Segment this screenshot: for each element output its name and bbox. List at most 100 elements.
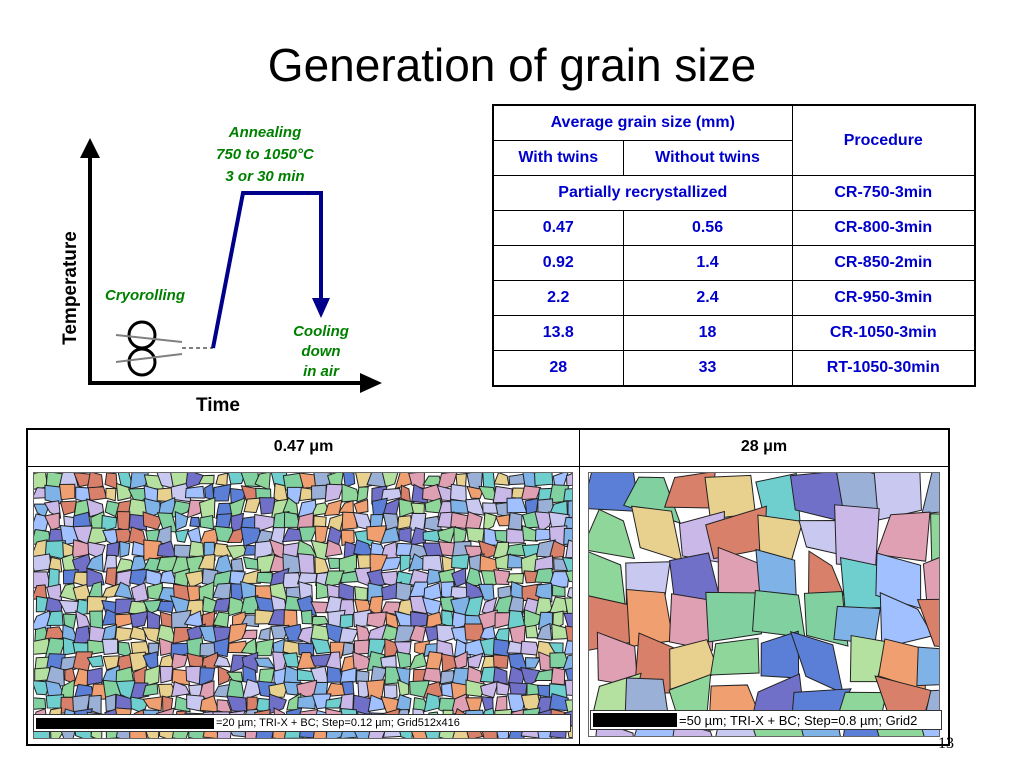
grain-cell (241, 678, 261, 702)
grain-cell (300, 609, 313, 625)
grain-size-table: Average grain size (mm) Procedure With t… (492, 104, 976, 387)
grain-cell (184, 485, 205, 499)
grain-cell (492, 654, 509, 669)
grain-cell (381, 473, 399, 488)
grain-cell (916, 646, 939, 687)
grain-cell (548, 540, 566, 559)
grain-cell (380, 556, 403, 572)
grain-cell (59, 656, 77, 671)
grain-cell (297, 694, 316, 710)
roller-bottom (127, 347, 157, 377)
grain-cell (524, 657, 542, 669)
grain-cell (340, 529, 355, 547)
grain-cell (325, 525, 343, 546)
grain-cell (520, 485, 542, 501)
grain-cell (174, 510, 189, 531)
cryorolling-label: Cryorolling (105, 287, 186, 304)
grain-cell (480, 680, 499, 699)
cell-without-twins: 1.4 (622, 245, 793, 281)
grain-cell (423, 692, 441, 713)
table-row: 2.2 2.4 CR-950-3min (492, 280, 976, 316)
grain-cell (566, 587, 572, 599)
coarse-grain-map (589, 473, 939, 736)
cell-with-twins: 0.92 (492, 245, 624, 281)
grain-cell (86, 473, 104, 491)
grain-cell (258, 667, 276, 683)
grain-cell (240, 569, 262, 585)
grain-cell (409, 526, 427, 546)
grain-cell (549, 596, 569, 614)
grain-cell (258, 627, 271, 641)
grain-cell (298, 526, 318, 542)
temperature-profile (211, 191, 323, 349)
cell-without-twins: 33 (622, 350, 793, 387)
slide-number: 13 (938, 735, 954, 752)
y-axis-label: Temperature (60, 231, 81, 345)
grain-cell (589, 508, 636, 560)
grain-cell (873, 473, 922, 521)
micrograph-panel: 0.47 μm 28 μm =20 µm; TRI-X + BC; Step=0… (26, 428, 950, 746)
grain-cell (104, 567, 118, 587)
grain-cell (213, 597, 232, 612)
grain-cell (921, 473, 939, 515)
grain-cell (354, 585, 368, 602)
grain-cell (189, 516, 201, 528)
slide-title: Generation of grain size (267, 39, 757, 91)
grain-cell (129, 610, 149, 629)
cell-procedure: CR-850-2min (791, 245, 976, 281)
cell-without-twins: 0.56 (622, 210, 793, 246)
grain-cell (119, 540, 131, 558)
left-scalebar-text: =20 µm; TRI-X + BC; Step=0.12 µm; Grid51… (216, 717, 460, 729)
grain-cell (174, 528, 190, 543)
grain-cell (297, 553, 315, 575)
grain-cell (506, 573, 525, 585)
grain-cell (129, 626, 147, 642)
cell-procedure: CR-750-3min (791, 175, 976, 211)
process-diagram-graphic (80, 138, 382, 393)
grain-cell (916, 598, 939, 647)
left-scalebar: =20 µm; TRI-X + BC; Step=0.12 µm; Grid51… (33, 714, 571, 732)
cell-with-twins: 2.2 (492, 280, 624, 316)
roller-top (127, 320, 157, 350)
grain-cell (399, 554, 411, 573)
grain-cell (226, 671, 244, 683)
grain-cell (410, 611, 429, 629)
grain-cell (212, 611, 230, 628)
grain-cell (104, 473, 118, 490)
grain-cell (130, 582, 149, 603)
grain-cell (465, 527, 485, 544)
cell-with-twins: 13.8 (492, 315, 624, 351)
grain-cell (506, 497, 528, 514)
fine-grain-map (34, 473, 572, 738)
cell-with-twins: 0.47 (492, 210, 624, 246)
grain-cell (105, 693, 117, 712)
grain-cell (159, 665, 174, 684)
grain-cell (217, 665, 232, 686)
grain-cell (397, 679, 410, 697)
scalebar-bar (36, 717, 214, 729)
grain-cell (563, 488, 572, 502)
grain-cell (548, 571, 570, 589)
grain-cell (114, 626, 134, 643)
grain-cell (339, 613, 354, 630)
cooling-arrow (312, 298, 330, 318)
table-row: 0.92 1.4 CR-850-2min (492, 245, 976, 281)
grain-cell (101, 623, 118, 643)
grain-cell (352, 694, 372, 715)
table-row: Partially recrystallized CR-750-3min (492, 175, 976, 211)
grain-cell (564, 679, 572, 696)
grain-cell (466, 485, 484, 500)
grain-cell (128, 513, 148, 531)
grain-cell (142, 683, 159, 697)
grain-cell (268, 681, 290, 698)
grain-cell (282, 652, 300, 668)
cell-procedure: CR-950-3min (791, 280, 976, 316)
grain-cell (751, 589, 806, 639)
grain-cell (341, 483, 360, 503)
grain-cell (101, 638, 119, 656)
grain-cell (408, 652, 428, 671)
grain-cell (105, 487, 117, 502)
grain-cell (323, 499, 343, 517)
grain-cell (453, 650, 468, 670)
header-with-twins: With twins (492, 140, 624, 176)
